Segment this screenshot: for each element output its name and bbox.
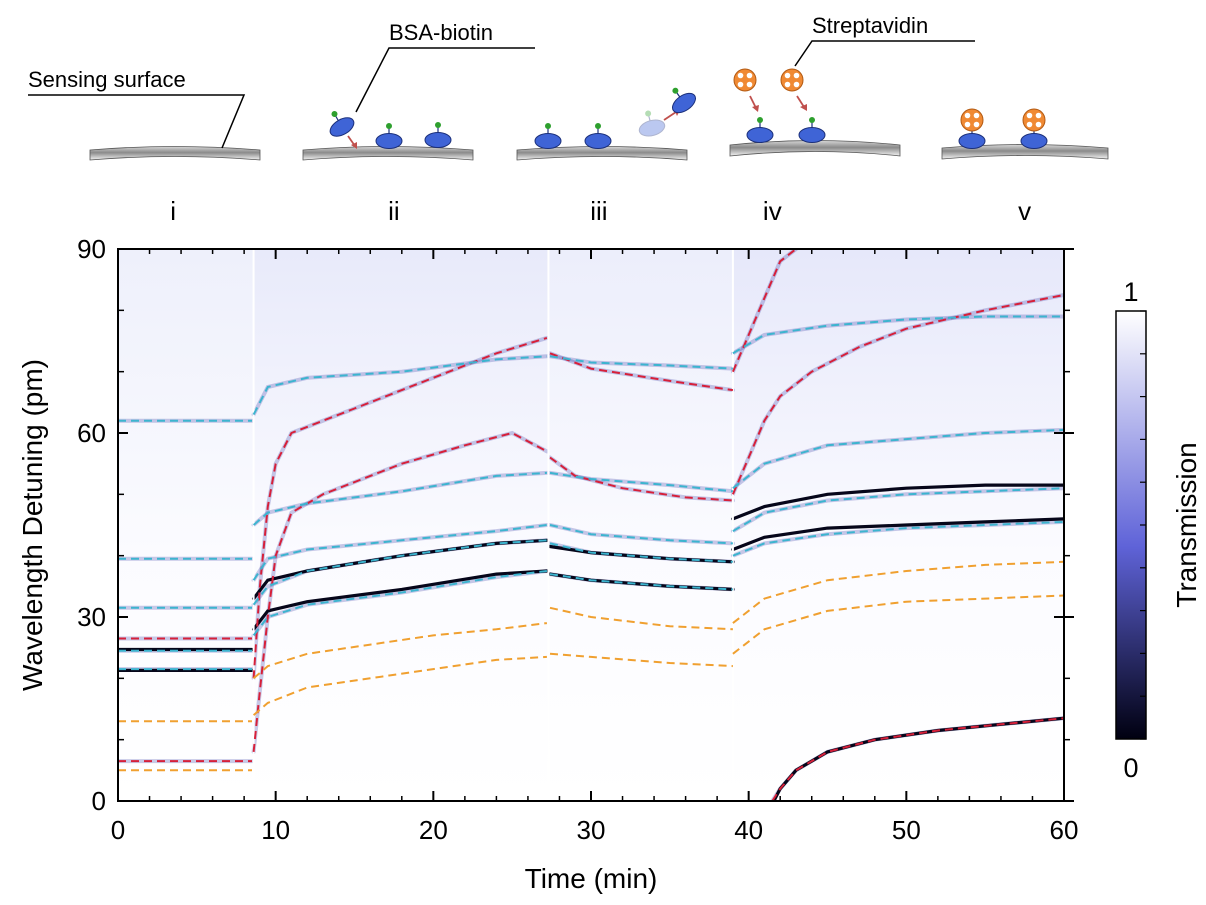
stage-i-schematic: Sensing surface [28,67,261,161]
stage-label-v: v [1018,196,1031,226]
heatmap-segment [253,249,549,801]
bsa-biotin-icon [746,116,774,144]
x-tick-label: 30 [577,815,606,845]
plot-frame [117,248,1065,802]
y-tick-label: 30 [77,602,106,632]
streptavidin-icon [1022,108,1046,132]
release-arrow-icon [663,111,677,121]
bsa-biotin-leader-line [355,47,535,113]
axes: 0 10 20 30 40 50 60 0 30 60 90 [77,234,1078,845]
bsa-biotin-icon [375,122,403,150]
fit-curve-cyan [252,471,547,526]
fit-curve-cyan [252,524,548,581]
stage-ii-schematic: BSA-biotin [302,20,535,161]
fit-curve-orange [549,652,733,668]
fit-curve-orange [732,560,1064,624]
sensing-surface-leader-line [28,94,246,149]
y-tick-label: 90 [77,234,106,264]
stage-label-i: i [170,196,176,226]
y-tick-label: 0 [92,786,106,816]
sensing-surface-ii [302,146,474,161]
resonance-dip [252,569,549,631]
x-tick-label: 20 [419,815,448,845]
streptavidin-label: Streptavidin [812,13,928,38]
bsa-biotin-icon [424,121,452,149]
stage-iv-schematic: Streptavidin [729,13,975,157]
stage-v-schematic [941,108,1109,160]
colorbar-ticks [1140,310,1146,740]
resonance-dip [731,483,1064,521]
binding-arrow-icon [749,95,757,109]
fit-curve-cyan [732,428,1064,489]
streptavidin-icon [960,108,984,132]
fit-curve-cyan [549,524,733,545]
fit-curve-cyan [252,355,547,416]
colorbar-min-label: 0 [1123,753,1138,783]
fit-curve-red [549,352,734,392]
bsa-biotin-icon [534,122,562,150]
resonance-dip [731,517,1064,552]
schematic: Sensing surface BSA-biotin [28,13,1109,161]
fit-curve-red [549,456,733,502]
binding-arrow-icon [796,95,805,108]
fit-curve-cyan [732,520,1064,557]
heatmap-segment [118,249,254,801]
stage-iii-schematic [516,80,700,161]
fit-curve-red [771,717,1064,801]
stage-labels: i ii iii iv v [170,196,1031,226]
transmission-heatmap [118,249,1064,801]
sensing-surface-v [941,144,1109,160]
arrowhead-icon [800,104,807,111]
x-tick-label: 60 [1050,815,1079,845]
stage-label-iii: iii [590,196,607,226]
fit-curve-cyan [549,542,733,563]
sensing-surface-label: Sensing surface [28,67,186,92]
bsa-biotin-icon [321,104,358,141]
fit-curve-cyan [252,539,547,606]
x-tick-label: 40 [734,815,763,845]
heatmap-segment [548,249,733,801]
streptavidin-icon [733,68,757,92]
y-axis-label: Wavelength Detuning (pm) [17,359,48,691]
fit-curve-red [731,249,797,373]
fit-curve-cyan [732,315,1064,355]
colorbar-max-label: 1 [1123,277,1138,307]
fit-curves [118,249,1064,801]
fit-curve-cyan [732,487,1064,532]
arrowhead-icon [351,142,357,149]
streptavidin-leader-line [794,40,975,67]
colorbar-gradient [1115,310,1147,740]
bsa-biotin-label: BSA-biotin [389,20,493,45]
fit-curve-cyan [549,471,733,493]
faded-bsa-biotin-icon [634,106,668,140]
x-tick-label: 50 [892,815,921,845]
colorbar-label: Transmission [1171,442,1202,607]
sensing-surface-iii [516,146,688,161]
stage-label-ii: ii [388,196,400,226]
x-tick-label: 0 [111,815,125,845]
fit-curve-cyan [252,570,548,637]
bsa-biotin-icon [662,80,700,118]
colorbar: 1 0 Transmission [1115,277,1202,783]
arrowhead-icon [752,105,759,112]
sensing-surface-iv [729,140,901,157]
fit-curve-orange [549,606,733,631]
bsa-biotin-icon [798,116,826,144]
fit-curve-cyan [549,355,733,370]
fit-curve-orange [252,622,548,680]
fit-curve-orange [252,655,547,716]
x-axis-label: Time (min) [525,863,658,894]
bsa-biotin-icon [584,122,612,150]
fit-curve-red [731,294,1064,495]
fit-curve-orange [732,594,1064,655]
y-tick-label: 60 [77,418,106,448]
sensing-surface-i [89,146,261,161]
x-tick-label: 10 [261,815,290,845]
fit-curve-cyan [549,573,733,591]
streptavidin-icon [780,68,804,92]
stage-label-iv: iv [763,196,782,226]
